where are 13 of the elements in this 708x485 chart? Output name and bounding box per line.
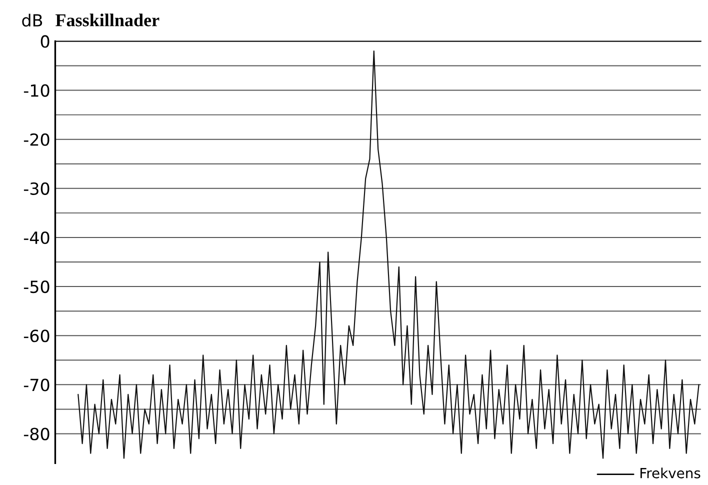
y-tick-label: -10 bbox=[24, 84, 50, 97]
chart-title: Fasskillnader bbox=[56, 14, 160, 26]
y-axis-title: dB bbox=[22, 14, 42, 27]
y-tick-label: -40 bbox=[24, 231, 50, 244]
y-tick-label: -50 bbox=[24, 280, 50, 294]
y-tick-label: -20 bbox=[24, 133, 50, 146]
line-series bbox=[78, 50, 700, 459]
y-tick-label: -30 bbox=[24, 182, 50, 195]
y-tick-label: -70 bbox=[24, 378, 50, 392]
y-tick-label: -80 bbox=[24, 428, 50, 440]
y-tick-label: -60 bbox=[24, 330, 50, 342]
y-tick-label: 0 bbox=[40, 35, 50, 48]
text: Frekvens bbox=[640, 468, 700, 478]
